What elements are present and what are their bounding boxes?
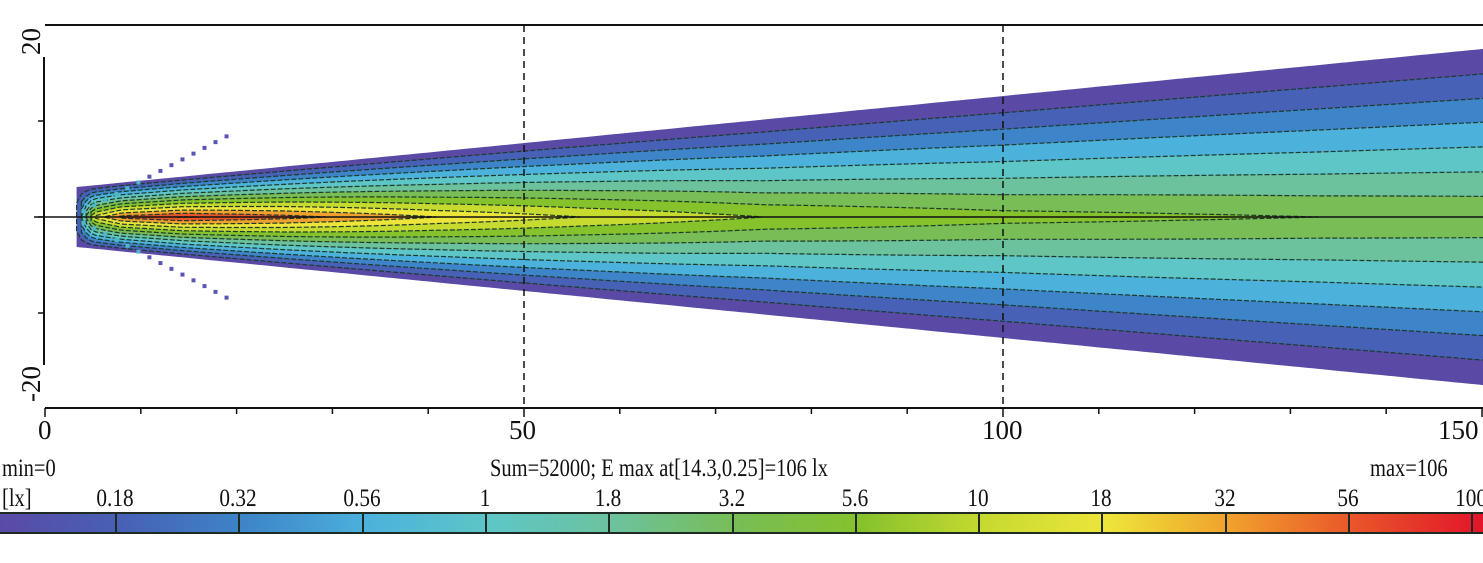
spill-light-dot [81, 220, 86, 225]
colorbar-tick [608, 514, 611, 532]
spill-light-dot [147, 255, 152, 260]
spill-light-dot [224, 134, 229, 139]
spill-light-dot [213, 140, 218, 145]
colorbar [0, 512, 1483, 534]
colorbar-tick [484, 514, 487, 532]
y-tick-label: 20 [16, 28, 46, 55]
spill-light-dot [158, 261, 163, 266]
spill-light-dot [81, 209, 86, 214]
spill-light-dot [180, 157, 185, 162]
spill-light-dot [103, 197, 108, 202]
min-label: min=0 [2, 455, 56, 482]
spill-light-dot [169, 163, 174, 168]
spill-light-dot [136, 249, 141, 254]
spill-light-dot [202, 145, 207, 150]
colorbar-tick-label: 0.56 [343, 485, 381, 512]
axis-ticks [38, 120, 1483, 417]
x-tick-label: 150 [1438, 415, 1479, 445]
spill-light-dot [191, 151, 196, 156]
summary-label: Sum=52000; E max at[14.3,0.25]=106 lx [490, 455, 829, 482]
max-label: max=106 [1370, 455, 1448, 482]
spill-light-dot [202, 284, 207, 289]
colorbar-tick [1471, 514, 1474, 532]
spill-light-dot [169, 266, 174, 271]
spill-light-arms [81, 134, 229, 300]
colorbar-tick-label: 1 [479, 485, 491, 512]
colorbar-tick-label: 18 [1090, 485, 1113, 512]
colorbar-tick-label: 100 [1455, 485, 1483, 512]
colorbar-tick-label: 56 [1337, 485, 1359, 512]
colorbar-tick [238, 514, 241, 532]
y-tick-label: -20 [16, 366, 46, 402]
spill-light-dot [92, 203, 97, 208]
unit-label: [lx] [2, 485, 32, 512]
spill-light-dot [180, 272, 185, 277]
spill-light-dot [147, 174, 152, 179]
grid-lines [523, 25, 1004, 408]
spill-light-dot [103, 232, 108, 237]
x-tick-label: 0 [38, 415, 52, 445]
spill-light-dot [224, 295, 229, 300]
spill-light-dot [114, 191, 119, 196]
colorbar-tick [978, 514, 981, 532]
colorbar-tick-label: 5.6 [841, 485, 869, 512]
spill-light-dot [125, 186, 130, 191]
colorbar-tick-label: 10 [967, 485, 989, 512]
spill-light-dot [136, 180, 141, 185]
spill-light-dot [158, 168, 163, 173]
colorbar-tick-label: 3.2 [718, 485, 745, 512]
colorbar-tick-label: 32 [1214, 485, 1236, 512]
spill-light-dot [191, 278, 196, 283]
colorbar-tick-label: 1.8 [594, 485, 622, 512]
colorbar-tick [1224, 514, 1227, 532]
x-tick-label: 100 [982, 415, 1023, 445]
spill-light-dot [114, 238, 119, 243]
colorbar-tick [115, 514, 117, 532]
colorbar-tick [731, 514, 734, 532]
colorbar-tick-label: 0.18 [96, 485, 134, 512]
spill-light-dot [92, 226, 97, 231]
spill-light-dot [213, 289, 218, 294]
colorbar-tick [854, 514, 857, 532]
colorbar-tick [361, 514, 364, 532]
colorbar-tick [1348, 514, 1350, 532]
x-tick-label: 50 [509, 415, 536, 445]
spill-light-dot [125, 243, 130, 248]
colorbar-tick-label: 0.32 [219, 485, 257, 512]
colorbar-tick [1101, 514, 1104, 532]
